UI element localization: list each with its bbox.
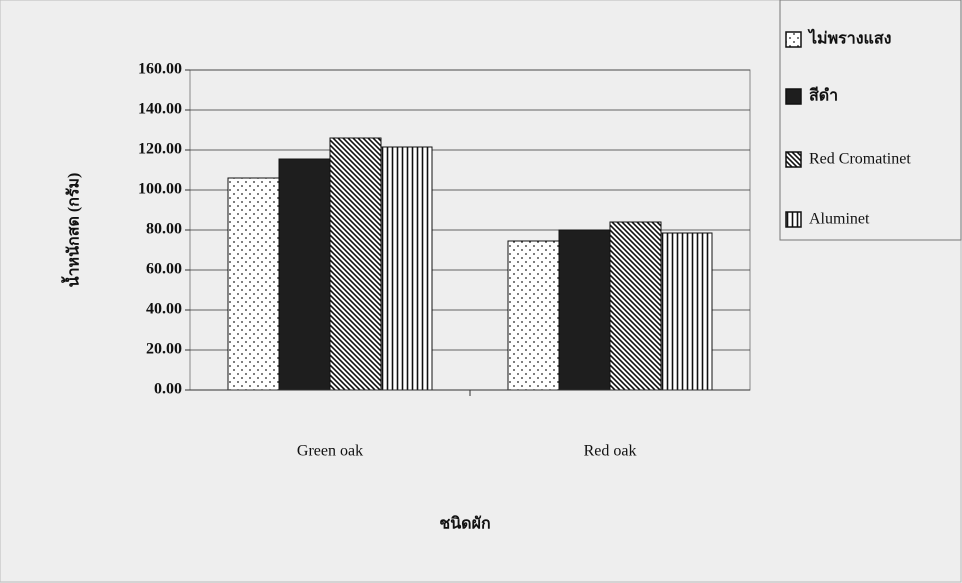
bar — [507, 240, 560, 391]
bar — [380, 146, 433, 391]
y-tick-label: 160.00 — [138, 61, 182, 78]
bar — [278, 158, 331, 391]
y-tick-label: 20.00 — [146, 341, 182, 358]
bar — [660, 232, 713, 391]
x-tick-label: Green oak — [297, 443, 363, 460]
y-tick-label: 0.00 — [154, 381, 182, 398]
legend-swatch — [785, 88, 802, 105]
legend-label: สีดำ — [809, 86, 838, 105]
bar — [558, 229, 611, 391]
y-tick-label: 100.00 — [138, 181, 182, 198]
legend-label: Red Cromatinet — [809, 151, 911, 168]
bar — [227, 177, 280, 391]
x-tick-label: Red oak — [584, 443, 637, 460]
y-axis-label: น้ำหนักสด (กรัม) — [61, 173, 83, 288]
legend-swatch — [785, 211, 802, 228]
y-tick-label: 40.00 — [146, 301, 182, 318]
bar — [329, 137, 382, 391]
y-tick-label: 60.00 — [146, 261, 182, 278]
y-tick-label: 80.00 — [146, 221, 182, 238]
bar — [609, 221, 662, 391]
y-tick-label: 140.00 — [138, 101, 182, 118]
y-tick-label: 120.00 — [138, 141, 182, 158]
legend-box — [779, 0, 962, 241]
x-axis-label: ชนิดผัก — [439, 515, 490, 533]
legend-label: ไม่พรางแสง — [807, 29, 891, 48]
legend-label: Aluminet — [809, 211, 870, 228]
legend-swatch — [785, 31, 802, 48]
legend-swatch — [785, 151, 802, 168]
